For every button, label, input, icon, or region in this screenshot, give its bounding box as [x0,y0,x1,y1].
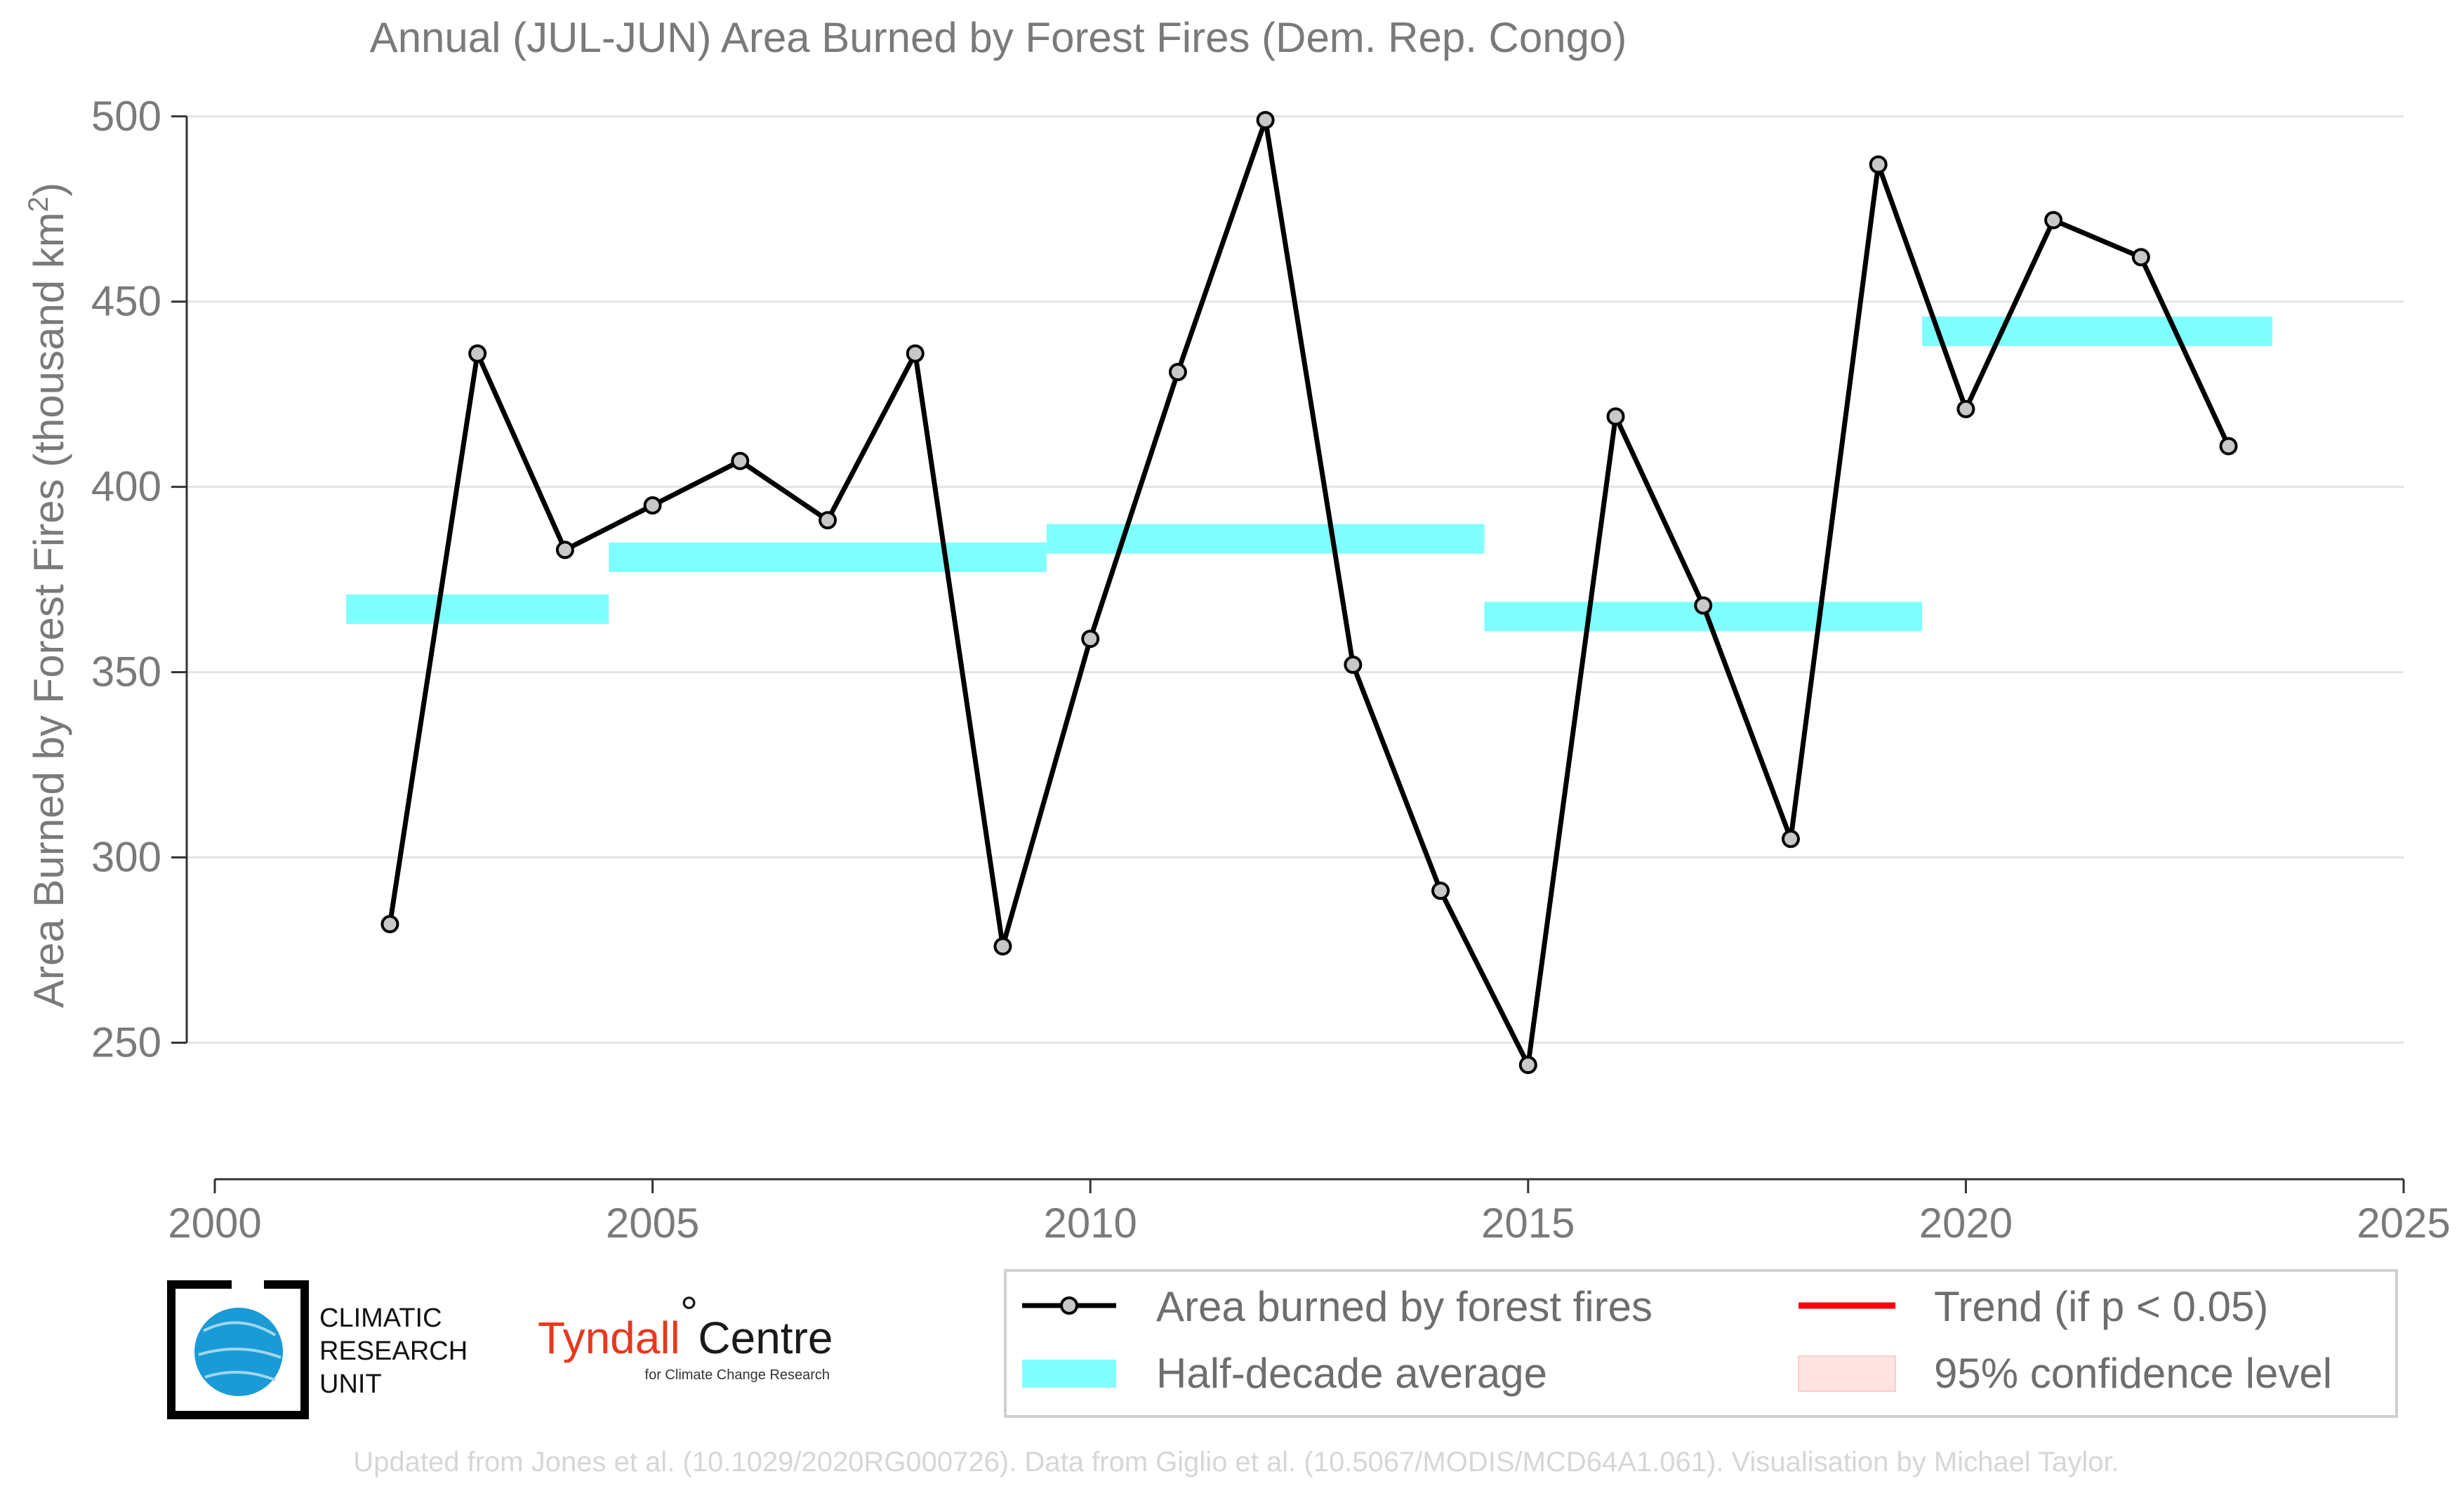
cru-logo: CLIMATIC RESEARCH UNIT [167,1280,468,1419]
data-point [1081,630,1100,649]
credit-line: Updated from Jones et al. (10.1029/2020R… [353,1447,2119,1478]
series-line [387,119,2231,1073]
axes-layer: 250 300 350 400 450 500 2000 2005 2010 2015 2020 20… [91,93,2451,1247]
data-point [993,937,1012,956]
y-tick-label: 500 [91,93,161,140]
y-tick-label: 400 [91,463,161,510]
data-point [1694,596,1713,615]
legend-avg-symbol [1022,1360,1116,1388]
tyndall-logo-main: Tyndall [538,1313,680,1363]
half-decade-average-layer [346,316,2272,632]
y-tick-label: 350 [91,649,161,696]
data-point [1956,399,1975,418]
data-point [1781,830,1800,849]
tyndall-logo-subtitle: for Climate Change Research [645,1367,830,1383]
y-axis-label-superscript: 2 [23,197,54,212]
legend: Area burned by forest fires Half-decade … [1004,1269,2398,1418]
x-tick-label: 2020 [1919,1200,2013,1247]
x-tick-label: 2015 [1481,1200,1575,1247]
half-decade-average-bar [346,594,609,624]
data-point [819,511,837,530]
x-tick-label: 2010 [1043,1200,1137,1247]
data-point [1168,363,1187,382]
tyndall-logo-centre: Centre [698,1313,833,1363]
data-point [1256,111,1275,130]
data-point [906,344,925,363]
tyndall-logo-title: Tyndall°Centre [538,1287,833,1363]
legend-label-trend: Trend (if p < 0.05) [1934,1283,2268,1330]
x-tick-label: 2025 [2357,1200,2450,1247]
data-point [1606,407,1625,426]
y-axis-label-main: Area Burned by Forest Fires (thousand km [25,212,72,1008]
data-point [380,915,399,934]
y-tick-label: 450 [91,278,161,325]
data-point [468,344,487,363]
half-decade-average-bar [609,542,1047,572]
data-point [731,451,750,470]
y-tick-label: 250 [91,1018,161,1066]
legend-label-half-decade: Half-decade average [1156,1350,1547,1397]
x-tick-label: 2005 [606,1200,699,1247]
data-point [643,496,662,515]
legend-frame [1004,1269,2398,1418]
data-point [555,540,574,559]
data-point [1869,155,1888,174]
y-axis-label: Area Burned by Forest Fires (thousand km… [23,182,72,1008]
tyndall-logo-degree: ° [680,1287,698,1338]
data-point [1518,1056,1537,1075]
legend-marker-symbol [1060,1296,1078,1315]
tyndall-logo: Tyndall°Centre for Climate Change Resear… [538,1287,833,1383]
cru-logo-bracket-left [167,1280,232,1419]
legend-label-area-burned: Area burned by forest fires [1156,1283,1652,1330]
cru-globe-swirl [198,1321,281,1381]
chart-title: Annual (JUL-JUN) Area Burned by Forest F… [370,14,1627,61]
half-decade-average-bar [1922,316,2272,346]
cru-logo-line3: UNIT [319,1369,382,1399]
x-tick-label: 2000 [168,1200,261,1247]
y-tick-label: 300 [91,834,161,881]
legend-ci-symbol [1798,1355,1896,1392]
y-axis-label-close: ) [25,182,72,197]
data-point [2219,437,2238,456]
cru-logo-line2: RESEARCH [319,1336,468,1366]
cru-logo-line1: CLIMATIC [319,1303,442,1333]
data-point [1431,882,1450,901]
grid-layer [187,115,2404,1044]
half-decade-average-bar [1046,524,1485,554]
data-point [2044,211,2063,230]
series-layer [380,111,2238,1075]
legend-label-confidence: 95% confidence level [1934,1350,2332,1397]
data-point [2131,248,2150,267]
data-point [1344,656,1363,675]
cru-logo-bracket-right [232,1280,309,1419]
